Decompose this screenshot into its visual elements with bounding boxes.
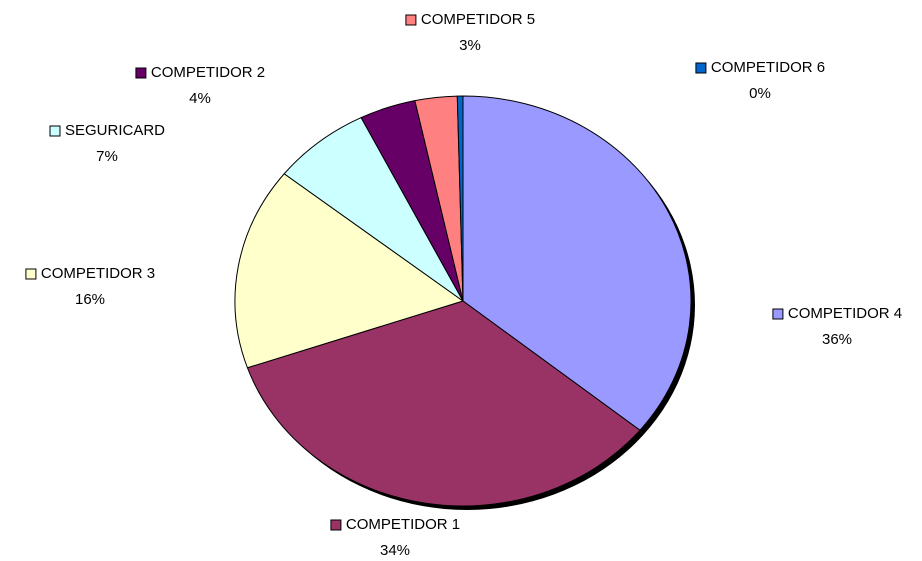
legend-key: [25, 268, 37, 280]
value-label: 4%: [189, 90, 211, 107]
legend-key: [772, 308, 784, 320]
labels: COMPETIDOR 4 36% COMPETIDOR 1 34% COMPETIDOR…: [25, 11, 902, 559]
pie-slice: [456, 95, 464, 302]
pie: [234, 95, 692, 507]
legend-key: [405, 14, 417, 26]
legend-key: [49, 125, 61, 137]
legend-label: COMPETIDOR 5: [421, 11, 535, 28]
value-label: 3%: [459, 37, 481, 54]
legend-key: [330, 519, 342, 531]
legend-label: COMPETIDOR 2: [151, 64, 265, 81]
legend-key: [695, 62, 707, 74]
value-label: 0%: [749, 85, 771, 102]
value-label: 16%: [75, 291, 105, 308]
legend-label: COMPETIDOR 6: [711, 59, 825, 76]
legend-label: SEGURICARD: [65, 122, 165, 139]
value-label: 34%: [380, 542, 410, 559]
legend-label: COMPETIDOR 3: [41, 265, 155, 282]
pie-slice: [462, 95, 692, 431]
legend-key: [135, 67, 147, 79]
pie-slice: [246, 300, 641, 507]
value-label: 36%: [822, 331, 852, 348]
pie-slice: [234, 173, 465, 369]
legend-label: COMPETIDOR 4: [788, 305, 902, 322]
legend-label: COMPETIDOR 1: [346, 516, 460, 533]
value-label: 7%: [96, 148, 118, 165]
